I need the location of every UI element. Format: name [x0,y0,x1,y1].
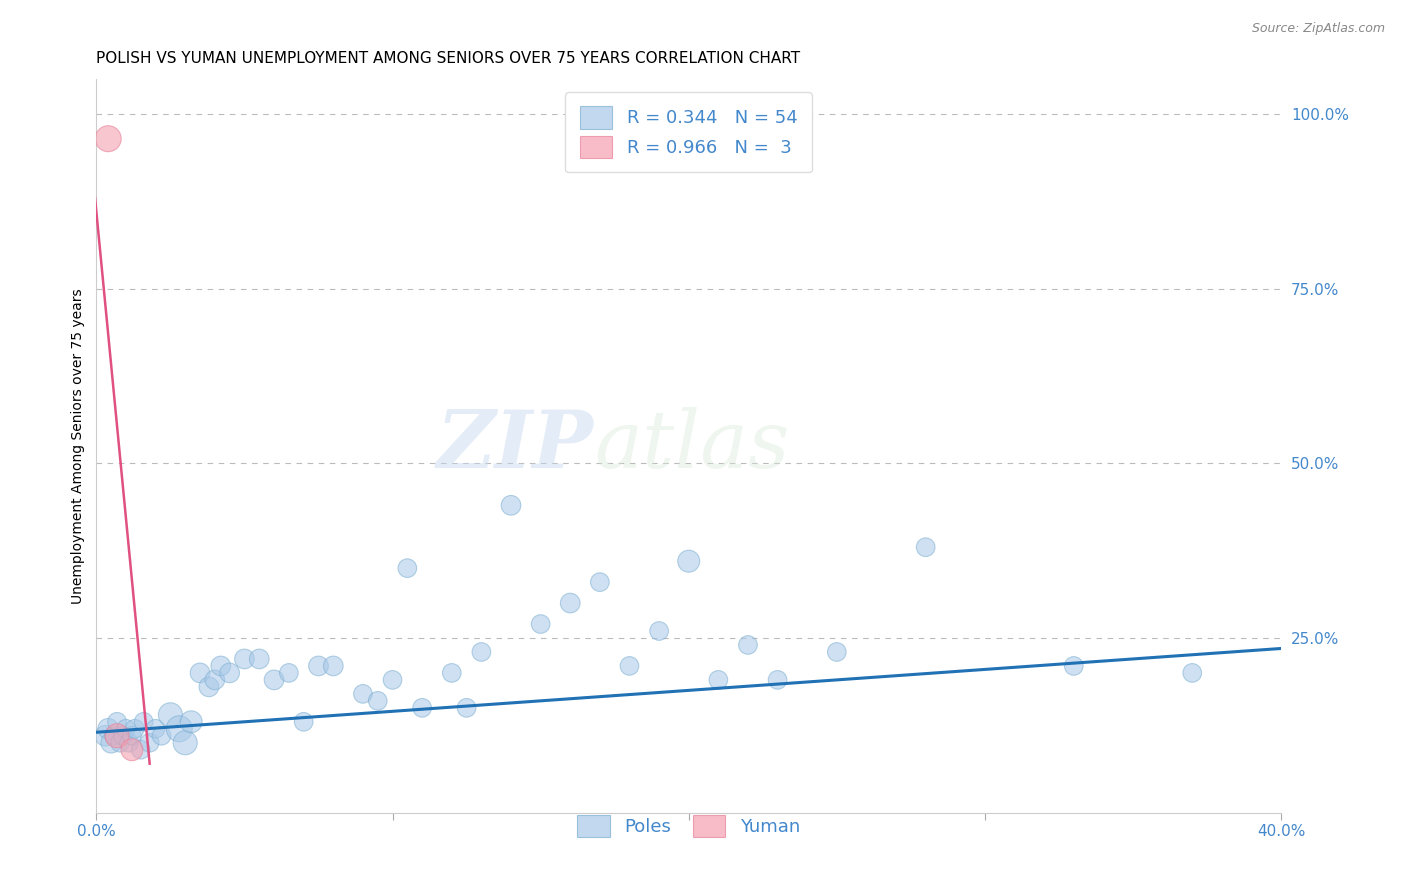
Point [322,659,344,673]
Point [169,722,191,736]
Point [105,714,128,729]
Point [737,638,759,652]
Text: ZIP: ZIP [437,408,593,484]
Point [766,673,789,687]
Point [411,701,433,715]
Point [589,575,612,590]
Point [108,736,131,750]
Point [180,714,202,729]
Point [100,736,122,750]
Point [94,729,117,743]
Point [396,561,419,575]
Point [352,687,374,701]
Point [188,665,211,680]
Point [233,652,256,666]
Point [470,645,492,659]
Point [678,554,700,568]
Point [204,673,226,687]
Point [174,736,197,750]
Point [111,729,134,743]
Point [103,729,125,743]
Point [145,722,167,736]
Point [118,736,141,750]
Point [648,624,671,638]
Point [150,729,173,743]
Point [1063,659,1085,673]
Point [277,665,299,680]
Point [560,596,582,610]
Point [209,659,232,673]
Point [138,736,160,750]
Point [97,722,120,736]
Point [381,673,404,687]
Point [115,722,138,736]
Point [218,665,240,680]
Point [263,673,285,687]
Point [367,694,389,708]
Point [456,701,478,715]
Legend: Poles, Yuman: Poles, Yuman [571,807,807,844]
Point [1181,665,1204,680]
Point [198,680,221,694]
Point [914,540,936,554]
Point [159,707,181,722]
Point [619,659,641,673]
Point [132,714,155,729]
Text: Source: ZipAtlas.com: Source: ZipAtlas.com [1251,22,1385,36]
Point [247,652,270,666]
Point [129,742,152,756]
Point [440,665,463,680]
Point [292,714,315,729]
Point [707,673,730,687]
Point [121,729,143,743]
Point [124,722,146,736]
Point [308,659,330,673]
Point [97,131,120,145]
Point [105,729,128,743]
Point [825,645,848,659]
Text: atlas: atlas [593,408,789,484]
Y-axis label: Unemployment Among Seniors over 75 years: Unemployment Among Seniors over 75 years [72,288,86,604]
Point [530,617,553,632]
Point [121,742,143,756]
Text: POLISH VS YUMAN UNEMPLOYMENT AMONG SENIORS OVER 75 YEARS CORRELATION CHART: POLISH VS YUMAN UNEMPLOYMENT AMONG SENIO… [97,51,800,66]
Point [499,498,522,512]
